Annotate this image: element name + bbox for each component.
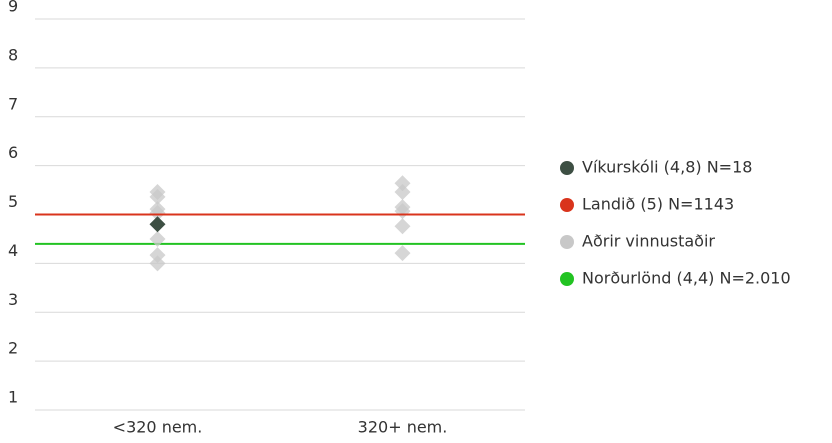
diamond-marker <box>394 218 411 235</box>
legend-label: Landið (5) N=1143 <box>582 195 734 214</box>
y-tick-label: 9 <box>8 0 18 16</box>
diamond-marker <box>149 247 166 264</box>
legend-swatch <box>560 272 574 286</box>
legend-swatch <box>560 198 574 212</box>
diamond-marker <box>149 216 166 233</box>
y-tick-label: 4 <box>8 241 18 260</box>
diamond-marker <box>394 245 411 262</box>
y-tick-label: 8 <box>8 45 18 64</box>
legend-label: Norðurlönd (4,4) N=2.010 <box>582 269 791 288</box>
y-tick-label: 3 <box>8 290 18 309</box>
y-tick-label: 5 <box>8 192 18 211</box>
x-tick-label: <320 nem. <box>113 418 203 437</box>
legend-label: Aðrir vinnustaðir <box>582 232 715 251</box>
legend-swatch <box>560 161 574 175</box>
y-tick-label: 2 <box>8 339 18 358</box>
y-tick-label: 7 <box>8 94 18 113</box>
diamond-marker <box>149 255 166 272</box>
y-tick-label: 6 <box>8 143 18 162</box>
diamond-marker <box>149 230 166 247</box>
diamond-marker <box>149 188 166 205</box>
diamond-marker <box>149 205 166 222</box>
x-tick-label: 320+ nem. <box>358 418 448 437</box>
diamond-marker <box>394 184 411 201</box>
y-tick-label: 1 <box>8 388 18 407</box>
legend-swatch <box>560 235 574 249</box>
diamond-marker <box>394 175 411 192</box>
legend-label: Víkurskóli (4,8) N=18 <box>582 158 752 177</box>
